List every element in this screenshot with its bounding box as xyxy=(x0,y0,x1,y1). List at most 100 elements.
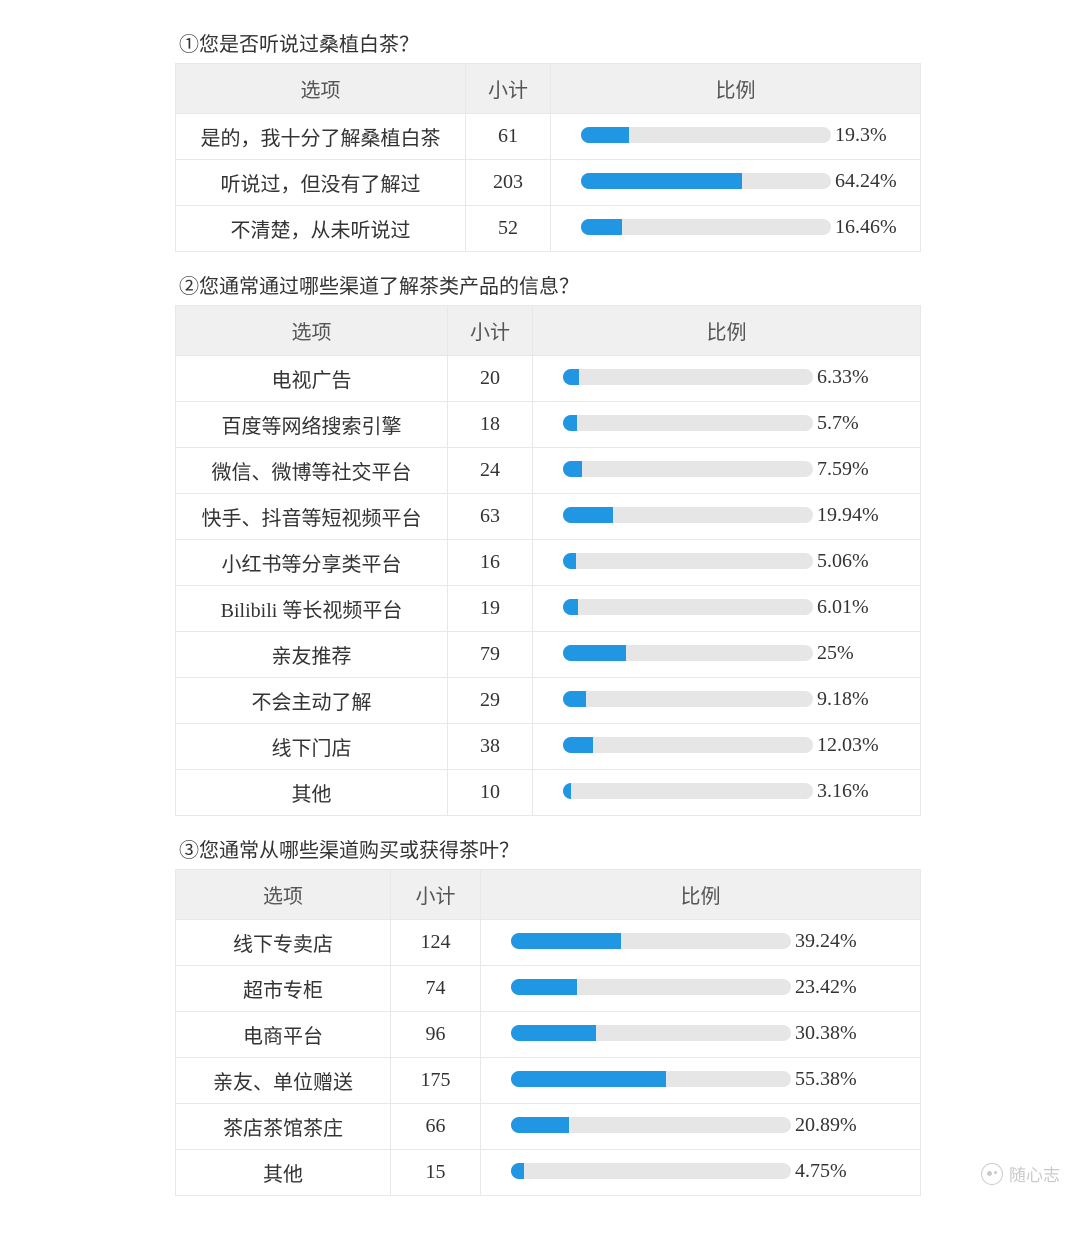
option-cell: 其他 xyxy=(176,770,448,816)
percent-label: 23.42% xyxy=(795,976,857,999)
percent-label: 9.18% xyxy=(817,688,869,711)
progress-track xyxy=(581,219,831,235)
progress-track xyxy=(563,507,813,523)
option-cell: 电商平台 xyxy=(176,1012,391,1058)
progress-track xyxy=(563,737,813,753)
ratio-cell: 64.24% xyxy=(551,160,921,206)
percent-label: 64.24% xyxy=(835,170,897,193)
progress-track xyxy=(563,553,813,569)
table-row: 听说过，但没有了解过20364.24% xyxy=(176,160,921,206)
survey-table: 选项小计比例电视广告206.33%百度等网络搜索引擎185.7%微信、微博等社交… xyxy=(175,305,921,816)
survey-table: 选项小计比例是的，我十分了解桑植白茶6119.3%听说过，但没有了解过20364… xyxy=(175,63,921,252)
option-cell: 不会主动了解 xyxy=(176,678,448,724)
progress-fill xyxy=(511,1071,666,1087)
ratio-cell: 6.01% xyxy=(533,586,921,632)
ratio-cell: 6.33% xyxy=(533,356,921,402)
progress-track xyxy=(563,691,813,707)
progress-track xyxy=(511,1071,791,1087)
count-cell: 24 xyxy=(448,448,533,494)
count-cell: 29 xyxy=(448,678,533,724)
count-cell: 61 xyxy=(466,114,551,160)
percent-label: 30.38% xyxy=(795,1022,857,1045)
progress-track xyxy=(563,369,813,385)
ratio-cell: 25% xyxy=(533,632,921,678)
option-cell: 亲友、单位赠送 xyxy=(176,1058,391,1104)
progress-fill xyxy=(563,783,571,799)
option-cell: 微信、微博等社交平台 xyxy=(176,448,448,494)
option-cell: 线下专卖店 xyxy=(176,920,391,966)
count-cell: 52 xyxy=(466,206,551,252)
progress-track xyxy=(511,979,791,995)
option-cell: 其他 xyxy=(176,1150,391,1196)
option-cell: 茶店茶馆茶庄 xyxy=(176,1104,391,1150)
progress-track xyxy=(511,1025,791,1041)
ratio-cell: 20.89% xyxy=(481,1104,921,1150)
count-cell: 66 xyxy=(391,1104,481,1150)
survey-block: ③您通常从哪些渠道购买或获得茶叶？选项小计比例线下专卖店12439.24%超市专… xyxy=(175,826,920,1196)
count-cell: 18 xyxy=(448,402,533,448)
ratio-cell: 5.06% xyxy=(533,540,921,586)
percent-label: 4.75% xyxy=(795,1160,847,1183)
wechat-icon xyxy=(981,1163,1003,1185)
percent-label: 6.01% xyxy=(817,596,869,619)
option-cell: 电视广告 xyxy=(176,356,448,402)
table-row: 不清楚，从未听说过52 16.46% xyxy=(176,206,921,252)
count-cell: 74 xyxy=(391,966,481,1012)
progress-track xyxy=(511,1163,791,1179)
table-row: 电视广告206.33% xyxy=(176,356,921,402)
ratio-cell: 3.16% xyxy=(533,770,921,816)
progress-track xyxy=(563,783,813,799)
ratio-cell: 9.18% xyxy=(533,678,921,724)
col-header-count: 小计 xyxy=(391,870,481,920)
option-cell: 百度等网络搜索引擎 xyxy=(176,402,448,448)
percent-label: 55.38% xyxy=(795,1068,857,1091)
progress-track xyxy=(511,933,791,949)
progress-fill xyxy=(563,645,626,661)
option-cell: 快手、抖音等短视频平台 xyxy=(176,494,448,540)
count-cell: 63 xyxy=(448,494,533,540)
percent-label: 12.03% xyxy=(817,734,879,757)
progress-track xyxy=(511,1117,791,1133)
table-row: 线下专卖店124 39.24% xyxy=(176,920,921,966)
count-cell: 10 xyxy=(448,770,533,816)
table-row: 小红书等分享类平台165.06% xyxy=(176,540,921,586)
progress-fill xyxy=(511,933,621,949)
progress-fill xyxy=(563,737,593,753)
count-cell: 16 xyxy=(448,540,533,586)
col-header-count: 小计 xyxy=(466,64,551,114)
table-row: 亲友推荐7925% xyxy=(176,632,921,678)
count-cell: 38 xyxy=(448,724,533,770)
progress-fill xyxy=(581,173,742,189)
count-cell: 79 xyxy=(448,632,533,678)
percent-label: 39.24% xyxy=(795,930,857,953)
percent-label: 16.46% xyxy=(835,216,897,239)
option-cell: 不清楚，从未听说过 xyxy=(176,206,466,252)
progress-fill xyxy=(511,1163,524,1179)
progress-fill xyxy=(563,553,576,569)
ratio-cell: 55.38% xyxy=(481,1058,921,1104)
table-row: 其他103.16% xyxy=(176,770,921,816)
progress-track xyxy=(563,415,813,431)
ratio-cell: 16.46% xyxy=(551,206,921,252)
count-cell: 20 xyxy=(448,356,533,402)
percent-label: 19.3% xyxy=(835,124,887,147)
table-row: 是的，我十分了解桑植白茶6119.3% xyxy=(176,114,921,160)
table-row: 超市专柜7423.42% xyxy=(176,966,921,1012)
col-header-ratio: 比例 xyxy=(533,306,921,356)
table-row: 茶店茶馆茶庄66 20.89% xyxy=(176,1104,921,1150)
table-row: 电商平台9630.38% xyxy=(176,1012,921,1058)
percent-label: 19.94% xyxy=(817,504,879,527)
progress-fill xyxy=(563,461,582,477)
count-cell: 175 xyxy=(391,1058,481,1104)
survey-block: ②您通常通过哪些渠道了解茶类产品的信息？选项小计比例电视广告206.33%百度等… xyxy=(175,262,920,816)
table-row: 其他15 4.75% xyxy=(176,1150,921,1196)
count-cell: 124 xyxy=(391,920,481,966)
survey-table: 选项小计比例线下专卖店12439.24%超市专柜7423.42%电商平台9630… xyxy=(175,869,921,1196)
percent-label: 7.59% xyxy=(817,458,869,481)
percent-label: 20.89% xyxy=(795,1114,857,1137)
progress-track xyxy=(563,645,813,661)
progress-track xyxy=(563,599,813,615)
count-cell: 15 xyxy=(391,1150,481,1196)
progress-fill xyxy=(563,599,578,615)
col-header-option: 选项 xyxy=(176,306,448,356)
